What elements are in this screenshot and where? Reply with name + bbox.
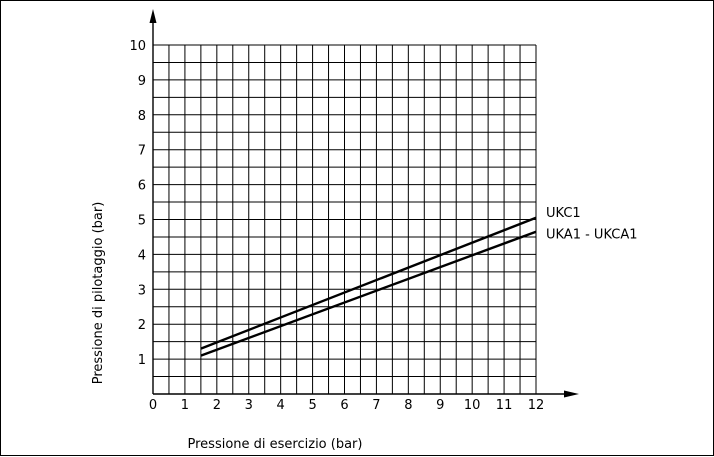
y-tick-label: 1 xyxy=(138,353,146,368)
chart-axes xyxy=(149,9,579,398)
x-tick-label: 12 xyxy=(528,398,545,413)
x-tick-label: 0 xyxy=(149,398,157,413)
x-tick-label: 1 xyxy=(181,398,189,413)
series-labels: UKC1 UKA1 - UKCA1 xyxy=(546,206,638,243)
y-tick-label: 2 xyxy=(138,318,146,333)
x-tick-label: 10 xyxy=(464,398,481,413)
series-line-0 xyxy=(200,216,537,350)
series-label-1: UKA1 - UKCA1 xyxy=(546,228,638,243)
x-tick-label: 4 xyxy=(277,398,285,413)
x-tick-label: 8 xyxy=(404,398,412,413)
y-tick-label: 9 xyxy=(138,74,146,89)
x-tick-label: 3 xyxy=(245,398,253,413)
x-tick-label: 9 xyxy=(436,398,444,413)
y-tick-label: 8 xyxy=(138,109,146,124)
x-tick-label: 6 xyxy=(340,398,348,413)
y-axis-arrow xyxy=(149,9,157,23)
series-line-1 xyxy=(200,230,537,357)
series-label-0: UKC1 xyxy=(546,206,581,221)
y-tick-label: 3 xyxy=(138,283,146,298)
x-tick-label: 7 xyxy=(372,398,380,413)
chart-grid xyxy=(153,44,537,395)
y-tick-label: 10 xyxy=(129,39,146,54)
x-tick-label: 5 xyxy=(308,398,316,413)
y-tick-label: 6 xyxy=(138,179,146,194)
y-tick-label: 5 xyxy=(138,214,146,229)
y-tick-label: 4 xyxy=(138,248,146,263)
y-axis-label: Pressione di pilotaggio (bar) xyxy=(91,202,106,385)
x-tick-label: 11 xyxy=(496,398,513,413)
series-lines xyxy=(200,216,537,357)
x-axis-arrow xyxy=(564,390,579,398)
y-tick-label: 7 xyxy=(138,144,146,159)
x-tick-label: 2 xyxy=(213,398,221,413)
x-axis-label: Pressione di esercizio (bar) xyxy=(188,437,363,452)
